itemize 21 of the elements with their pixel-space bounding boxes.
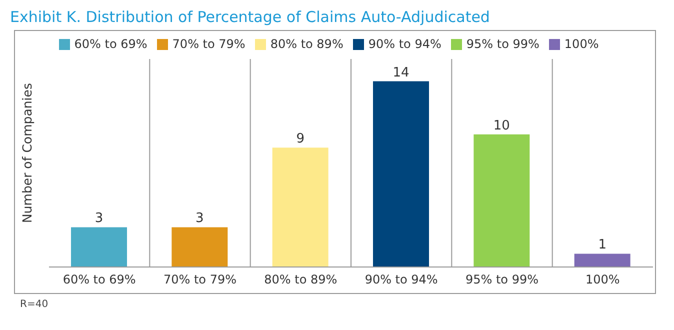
legend-label: 70% to 79% — [172, 37, 246, 51]
x-tick-label: 95% to 99% — [465, 272, 539, 287]
data-label: 1 — [598, 238, 606, 253]
legend-label: 100% — [564, 37, 599, 51]
x-tick-label: 80% to 89% — [264, 272, 338, 287]
data-label: 14 — [392, 65, 410, 80]
y-axis-title: Number of Companies — [19, 83, 34, 223]
legend-label: 60% to 69% — [74, 37, 148, 51]
data-label: 10 — [493, 118, 510, 134]
data-label: 3 — [196, 211, 204, 226]
legend-label: 90% to 94% — [368, 37, 442, 51]
x-tick-label: 90% to 94% — [364, 272, 438, 287]
x-tick-label: 100% — [586, 272, 620, 287]
chart-title: Exhibit K. Distribution of Percentage of Claims Auto-Adjudicated — [10, 8, 491, 28]
legend-label: 80% to 89% — [270, 37, 344, 51]
x-tick-label: 70% to 79% — [163, 272, 237, 287]
legend-label: 95% to 99% — [466, 37, 540, 51]
text: R=40 — [20, 299, 50, 310]
data-label: 3 — [94, 211, 104, 226]
x-tick-label: 60% to 69% — [62, 272, 136, 287]
data-label: 9 — [296, 132, 304, 147]
